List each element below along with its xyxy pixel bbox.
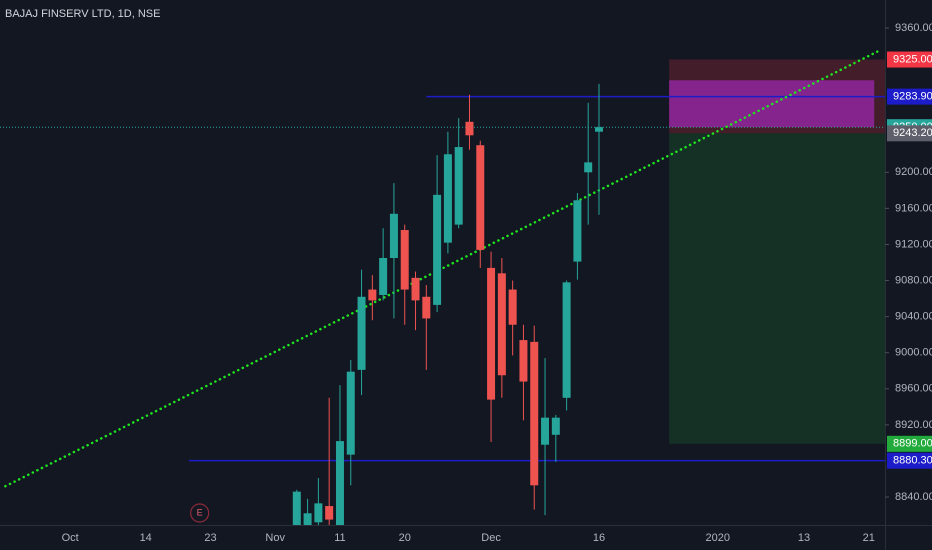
y-tick-label: 8960.00 xyxy=(895,383,932,395)
plot-area xyxy=(0,49,885,525)
y-tick-label: 9120.00 xyxy=(895,238,932,250)
candle-body xyxy=(541,417,550,445)
candle-body xyxy=(422,296,431,319)
candle-body xyxy=(487,267,496,400)
candle-body xyxy=(314,503,323,523)
candle-body xyxy=(368,289,377,301)
candle-body xyxy=(562,282,571,398)
candle-body xyxy=(411,277,420,301)
y-tick-label: 8920.00 xyxy=(895,419,932,431)
x-tick-label: Oct xyxy=(62,532,79,544)
x-tick-label: 21 xyxy=(863,532,875,544)
x-tick-label: 11 xyxy=(334,532,345,544)
y-tick-label: 8840.00 xyxy=(895,491,932,503)
candle-body xyxy=(379,257,388,295)
y-tick-label: 9040.00 xyxy=(895,311,932,323)
candle-body xyxy=(584,162,593,173)
event-label: E xyxy=(197,507,203,517)
candle-body xyxy=(325,506,334,520)
price-tag xyxy=(887,88,932,105)
price-tag-label: 9325.00 xyxy=(893,53,932,65)
candle-body xyxy=(292,491,301,525)
candle-body xyxy=(443,154,452,243)
x-tick-label: Dec xyxy=(481,532,501,544)
target-zone xyxy=(669,133,885,444)
candle-body xyxy=(346,371,355,455)
x-tick-label: 20 xyxy=(399,532,411,544)
candle-body xyxy=(357,296,366,370)
candle-body xyxy=(433,194,442,305)
y-tick-label: 9000.00 xyxy=(895,347,932,359)
price-tag-label: 9243.20 xyxy=(893,127,932,139)
candle-body xyxy=(454,147,463,225)
price-tag xyxy=(887,125,932,142)
candle-body xyxy=(335,441,344,525)
candle-body xyxy=(400,230,409,290)
price-tag xyxy=(887,435,932,452)
y-tick-label: 9200.00 xyxy=(895,166,932,178)
candle-body xyxy=(573,200,582,262)
x-tick-label: 23 xyxy=(204,532,216,544)
candle-body xyxy=(497,273,506,376)
candle-body xyxy=(476,145,485,250)
candle-body xyxy=(508,289,517,325)
x-tick-label: 13 xyxy=(798,532,810,544)
x-tick-label: 14 xyxy=(140,532,152,544)
candle-body xyxy=(389,213,398,258)
y-tick-label: 9080.00 xyxy=(895,274,932,286)
y-tick-label: 9160.00 xyxy=(895,202,932,214)
price-tag-label: 8899.00 xyxy=(893,438,932,450)
candle-body xyxy=(303,513,312,525)
x-tick-label: 2020 xyxy=(705,532,729,544)
price-tag-label: 9283.90 xyxy=(893,91,932,103)
candle-body xyxy=(465,121,474,136)
chart-title: BAJAJ FINSERV LTD, 1D, NSE xyxy=(5,8,160,20)
candle-body xyxy=(519,340,528,382)
price-tag xyxy=(887,51,932,68)
y-tick-label: 9360.00 xyxy=(895,22,932,34)
trendline xyxy=(4,49,881,488)
candle-body xyxy=(595,127,603,132)
price-tag xyxy=(887,452,932,469)
x-tick-label: 16 xyxy=(593,532,605,544)
event-marker xyxy=(190,503,210,523)
candle-body xyxy=(530,341,539,486)
price-tag-label: 8880.30 xyxy=(893,455,932,467)
x-tick-label: Nov xyxy=(265,532,285,544)
candle-body xyxy=(551,417,560,435)
